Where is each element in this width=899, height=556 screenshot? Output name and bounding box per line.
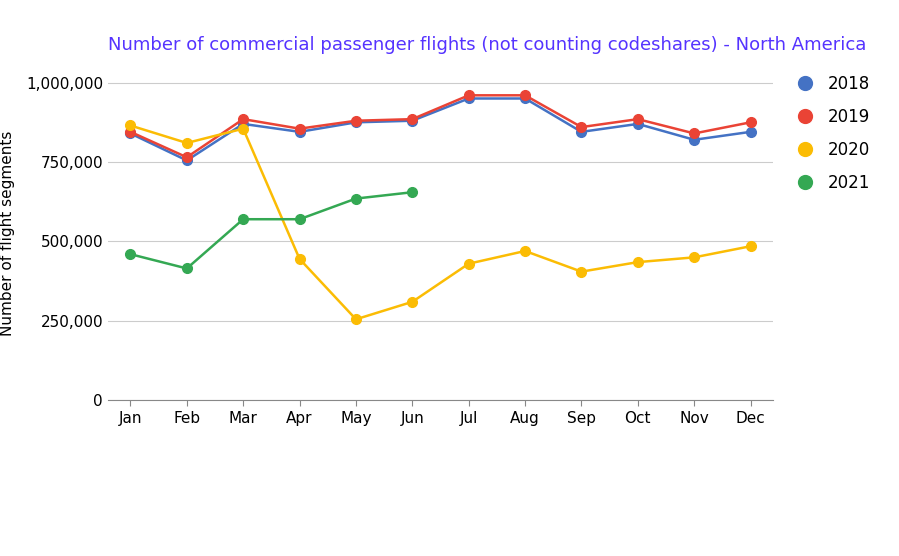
Text: Number of commercial passenger flights (not counting codeshares) - North America: Number of commercial passenger flights (… <box>108 36 867 54</box>
Y-axis label: Number of flight segments: Number of flight segments <box>0 131 14 336</box>
Legend: 2018, 2019, 2020, 2021: 2018, 2019, 2020, 2021 <box>788 75 870 192</box>
